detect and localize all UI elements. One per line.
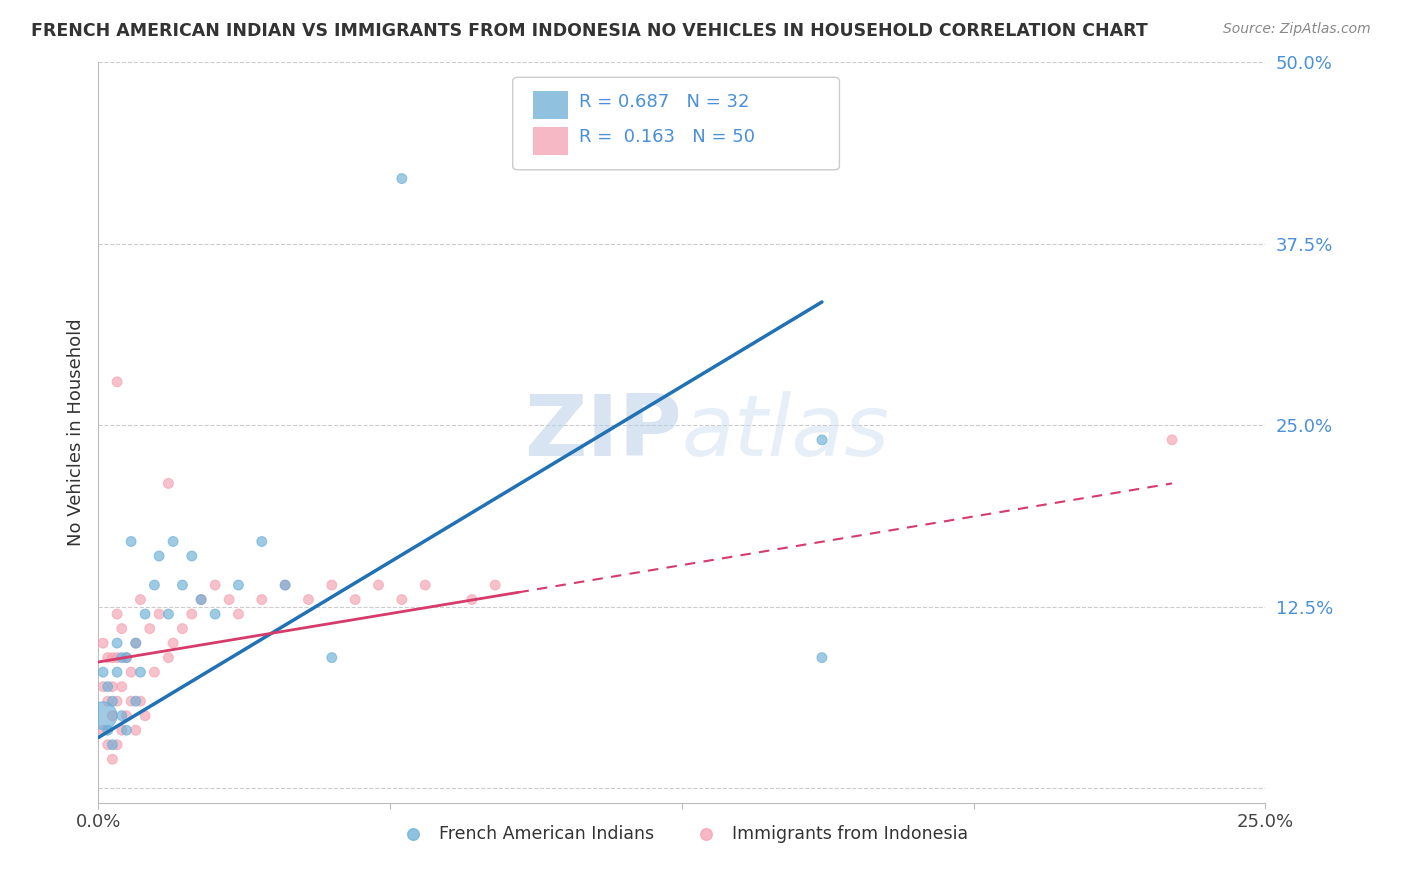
Point: [101, 680, 124, 694]
Point: [190, 592, 212, 607]
Legend: French American Indians, Immigrants from Indonesia: French American Indians, Immigrants from…: [388, 818, 976, 850]
Point: [97, 723, 120, 738]
Bar: [533, 127, 568, 155]
Point: [120, 534, 142, 549]
Point: [321, 650, 343, 665]
Point: [129, 694, 152, 708]
Point: [218, 592, 240, 607]
Point: [97, 650, 120, 665]
Point: [129, 665, 152, 680]
Point: [413, 578, 436, 592]
Y-axis label: No Vehicles in Household: No Vehicles in Household: [66, 318, 84, 547]
Point: [321, 578, 343, 592]
Point: [190, 592, 212, 607]
Point: [134, 607, 156, 621]
Point: [228, 607, 250, 621]
Point: [461, 592, 484, 607]
Point: [148, 607, 170, 621]
Point: [180, 607, 202, 621]
Text: R = 0.687   N = 32: R = 0.687 N = 32: [579, 93, 749, 111]
Point: [250, 534, 273, 549]
Point: [125, 636, 148, 650]
Point: [391, 171, 413, 186]
Point: [111, 723, 134, 738]
Point: [139, 622, 162, 636]
Point: [101, 752, 124, 766]
Point: [811, 433, 834, 447]
Bar: [533, 91, 568, 120]
Point: [344, 592, 367, 607]
Point: [204, 578, 226, 592]
Point: [91, 665, 114, 680]
Point: [115, 650, 138, 665]
Point: [125, 723, 148, 738]
Point: [105, 375, 128, 389]
Point: [91, 680, 114, 694]
Text: atlas: atlas: [682, 391, 890, 475]
Point: [101, 650, 124, 665]
Point: [91, 708, 114, 723]
Point: [105, 636, 128, 650]
Point: [250, 592, 273, 607]
Point: [297, 592, 319, 607]
Point: [91, 636, 114, 650]
Point: [97, 694, 120, 708]
Point: [111, 680, 134, 694]
Point: [157, 607, 180, 621]
Point: [111, 650, 134, 665]
Text: R =  0.163   N = 50: R = 0.163 N = 50: [579, 128, 755, 146]
Point: [162, 636, 184, 650]
Point: [101, 708, 124, 723]
Point: [105, 694, 128, 708]
Point: [274, 578, 297, 592]
Point: [115, 723, 138, 738]
FancyBboxPatch shape: [513, 78, 839, 169]
Point: [97, 738, 120, 752]
Point: [143, 665, 166, 680]
Point: [105, 738, 128, 752]
Point: [172, 622, 194, 636]
Point: [129, 592, 152, 607]
Point: [391, 592, 413, 607]
Text: ZIP: ZIP: [524, 391, 682, 475]
Point: [101, 738, 124, 752]
Point: [274, 578, 297, 592]
Point: [120, 665, 142, 680]
Point: [148, 549, 170, 563]
Point: [157, 476, 180, 491]
Point: [1161, 433, 1184, 447]
Point: [91, 723, 114, 738]
Point: [120, 694, 142, 708]
Point: [134, 708, 156, 723]
Point: [115, 650, 138, 665]
Point: [115, 708, 138, 723]
Point: [125, 694, 148, 708]
Point: [180, 549, 202, 563]
Point: [228, 578, 250, 592]
Point: [143, 578, 166, 592]
Point: [172, 578, 194, 592]
Point: [105, 665, 128, 680]
Point: [204, 607, 226, 621]
Point: [367, 578, 389, 592]
Point: [97, 680, 120, 694]
Point: [484, 578, 506, 592]
Point: [105, 650, 128, 665]
Point: [105, 607, 128, 621]
Point: [125, 636, 148, 650]
Text: FRENCH AMERICAN INDIAN VS IMMIGRANTS FROM INDONESIA NO VEHICLES IN HOUSEHOLD COR: FRENCH AMERICAN INDIAN VS IMMIGRANTS FRO…: [31, 22, 1147, 40]
Point: [111, 622, 134, 636]
Point: [157, 650, 180, 665]
Text: Source: ZipAtlas.com: Source: ZipAtlas.com: [1223, 22, 1371, 37]
Point: [811, 650, 834, 665]
Point: [162, 534, 184, 549]
Point: [111, 708, 134, 723]
Point: [101, 694, 124, 708]
